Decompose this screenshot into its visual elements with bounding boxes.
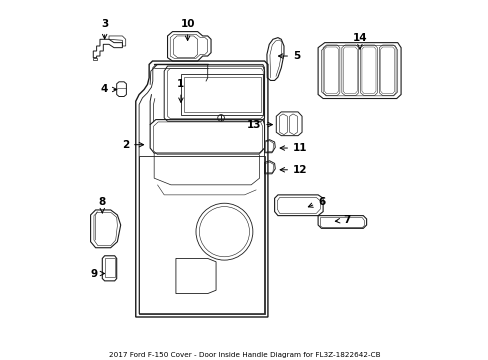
Text: 4: 4: [101, 85, 117, 94]
Text: 2017 Ford F-150 Cover - Door Inside Handle Diagram for FL3Z-1822642-CB: 2017 Ford F-150 Cover - Door Inside Hand…: [108, 352, 380, 358]
Text: 12: 12: [280, 165, 307, 175]
Text: 6: 6: [308, 197, 325, 207]
Text: 2: 2: [122, 140, 143, 150]
Text: 8: 8: [99, 197, 106, 213]
Text: 14: 14: [352, 33, 366, 49]
Text: 3: 3: [101, 19, 108, 39]
Text: 1: 1: [177, 80, 184, 102]
Text: 5: 5: [278, 51, 300, 61]
Text: 9: 9: [91, 269, 104, 279]
Text: 11: 11: [280, 143, 307, 153]
Text: 10: 10: [180, 19, 195, 40]
Text: 13: 13: [246, 120, 272, 130]
Text: 7: 7: [335, 215, 350, 225]
